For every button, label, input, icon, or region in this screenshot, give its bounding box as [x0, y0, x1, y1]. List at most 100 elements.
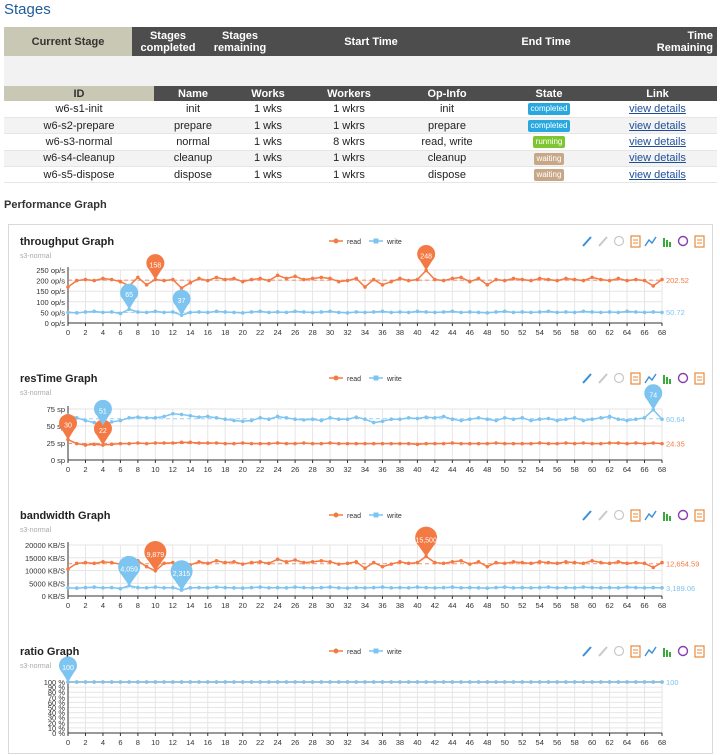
save-image-icon[interactable]: [694, 645, 705, 658]
erase-icon[interactable]: [598, 510, 608, 521]
cell-name: normal: [154, 133, 232, 151]
bar-chart-icon-bar[interactable]: [663, 238, 665, 247]
bar-chart-icon-bar[interactable]: [666, 240, 668, 247]
cell-opinfo: read, write: [394, 133, 500, 151]
average-label-write: 3,189.06: [666, 584, 695, 593]
legend-marker[interactable]: [333, 512, 339, 518]
clear-icon[interactable]: [613, 509, 625, 521]
erase-icon-shape[interactable]: [598, 236, 608, 247]
data-view-icon[interactable]: [630, 645, 641, 658]
bar-chart-icon[interactable]: [663, 238, 671, 247]
bar-chart-icon-bar[interactable]: [669, 516, 671, 521]
erase-icon[interactable]: [598, 646, 608, 657]
bar-chart-icon-bar[interactable]: [666, 514, 668, 521]
save-image-icon-shape[interactable]: [694, 645, 705, 658]
data-point-write: [607, 414, 612, 419]
save-image-icon-shape[interactable]: [694, 372, 705, 385]
x-tick-label: 24: [273, 738, 281, 747]
mark-icon-shape[interactable]: [582, 236, 592, 247]
erase-icon[interactable]: [598, 236, 608, 247]
view-details-link[interactable]: view details: [629, 135, 686, 148]
line-chart-icon-shape[interactable]: [644, 236, 657, 247]
mark-icon[interactable]: [582, 236, 592, 247]
bar-chart-icon[interactable]: [663, 375, 671, 384]
clear-icon[interactable]: [613, 235, 625, 247]
clear-icon-shape[interactable]: [613, 645, 625, 657]
erase-icon-shape[interactable]: [598, 510, 608, 521]
bar-chart-icon-bar[interactable]: [669, 242, 671, 247]
mark-icon[interactable]: [582, 510, 592, 521]
mark-icon[interactable]: [582, 646, 592, 657]
line-chart-icon[interactable]: [644, 373, 657, 384]
line-chart-icon[interactable]: [644, 236, 657, 247]
bar-chart-icon[interactable]: [663, 512, 671, 521]
view-details-link[interactable]: view details: [629, 152, 686, 165]
bar-chart-icon-bar[interactable]: [663, 375, 665, 384]
legend-marker[interactable]: [373, 238, 379, 244]
legend-marker[interactable]: [333, 648, 339, 654]
line-chart-icon[interactable]: [644, 646, 657, 657]
bar-chart-icon-bar[interactable]: [666, 650, 668, 657]
view-details-link[interactable]: view details: [629, 119, 686, 132]
bar-chart-icon[interactable]: [663, 648, 671, 657]
line-chart-icon-shape[interactable]: [644, 510, 657, 521]
restore-icon-shape[interactable]: [677, 235, 689, 247]
save-image-icon[interactable]: [694, 509, 705, 522]
legend-marker[interactable]: [333, 375, 339, 381]
mark-icon-shape[interactable]: [582, 510, 592, 521]
legend-marker[interactable]: [373, 512, 379, 518]
data-view-icon[interactable]: [630, 509, 641, 522]
erase-icon[interactable]: [598, 373, 608, 384]
clear-icon[interactable]: [613, 372, 625, 384]
restore-icon-shape[interactable]: [677, 372, 689, 384]
clear-icon[interactable]: [613, 645, 625, 657]
legend-marker[interactable]: [373, 375, 379, 381]
clear-icon-shape[interactable]: [613, 235, 625, 247]
restore-icon-shape[interactable]: [677, 509, 689, 521]
bar-chart-icon-bar[interactable]: [666, 377, 668, 384]
bar-chart-icon-bar[interactable]: [669, 652, 671, 657]
data-point-read: [625, 561, 629, 566]
data-view-icon[interactable]: [630, 235, 641, 248]
clear-icon-shape[interactable]: [613, 509, 625, 521]
data-view-icon-shape[interactable]: [630, 509, 641, 522]
summary-body: [4, 56, 717, 86]
legend-marker[interactable]: [333, 238, 339, 244]
data-view-icon[interactable]: [630, 372, 641, 385]
data-view-icon-shape[interactable]: [630, 372, 641, 385]
restore-icon[interactable]: [677, 509, 689, 521]
bar-chart-icon-bar[interactable]: [669, 379, 671, 384]
bar-chart-icon-bar[interactable]: [663, 512, 665, 521]
mark-icon-shape[interactable]: [582, 646, 592, 657]
data-view-icon-shape[interactable]: [630, 235, 641, 248]
mark-icon[interactable]: [582, 373, 592, 384]
chart-legend[interactable]: read write: [329, 375, 402, 384]
line-chart-icon-shape[interactable]: [644, 646, 657, 657]
legend-marker[interactable]: [373, 648, 379, 654]
line-chart-icon[interactable]: [644, 510, 657, 521]
chart-legend[interactable]: read write: [329, 648, 402, 657]
page-title: Stages: [4, 1, 51, 18]
bar-chart-icon-bar[interactable]: [663, 648, 665, 657]
erase-icon-shape[interactable]: [598, 373, 608, 384]
chart-legend[interactable]: read write: [329, 512, 402, 521]
x-tick-label: 4: [101, 328, 105, 337]
data-view-icon-shape[interactable]: [630, 645, 641, 658]
data-point-read: [529, 278, 533, 283]
restore-icon[interactable]: [677, 235, 689, 247]
view-details-link[interactable]: view details: [629, 102, 686, 115]
restore-icon[interactable]: [677, 372, 689, 384]
save-image-icon[interactable]: [694, 235, 705, 248]
save-image-icon[interactable]: [694, 372, 705, 385]
restore-icon[interactable]: [677, 645, 689, 657]
save-image-icon-shape[interactable]: [694, 235, 705, 248]
erase-icon-shape[interactable]: [598, 646, 608, 657]
clear-icon-shape[interactable]: [613, 372, 625, 384]
save-image-icon-shape[interactable]: [694, 509, 705, 522]
chart-legend[interactable]: read write: [329, 238, 402, 247]
view-details-link[interactable]: view details: [629, 168, 686, 181]
line-chart-icon-shape[interactable]: [644, 373, 657, 384]
data-point-write: [485, 586, 490, 590]
mark-icon-shape[interactable]: [582, 373, 592, 384]
restore-icon-shape[interactable]: [677, 645, 689, 657]
